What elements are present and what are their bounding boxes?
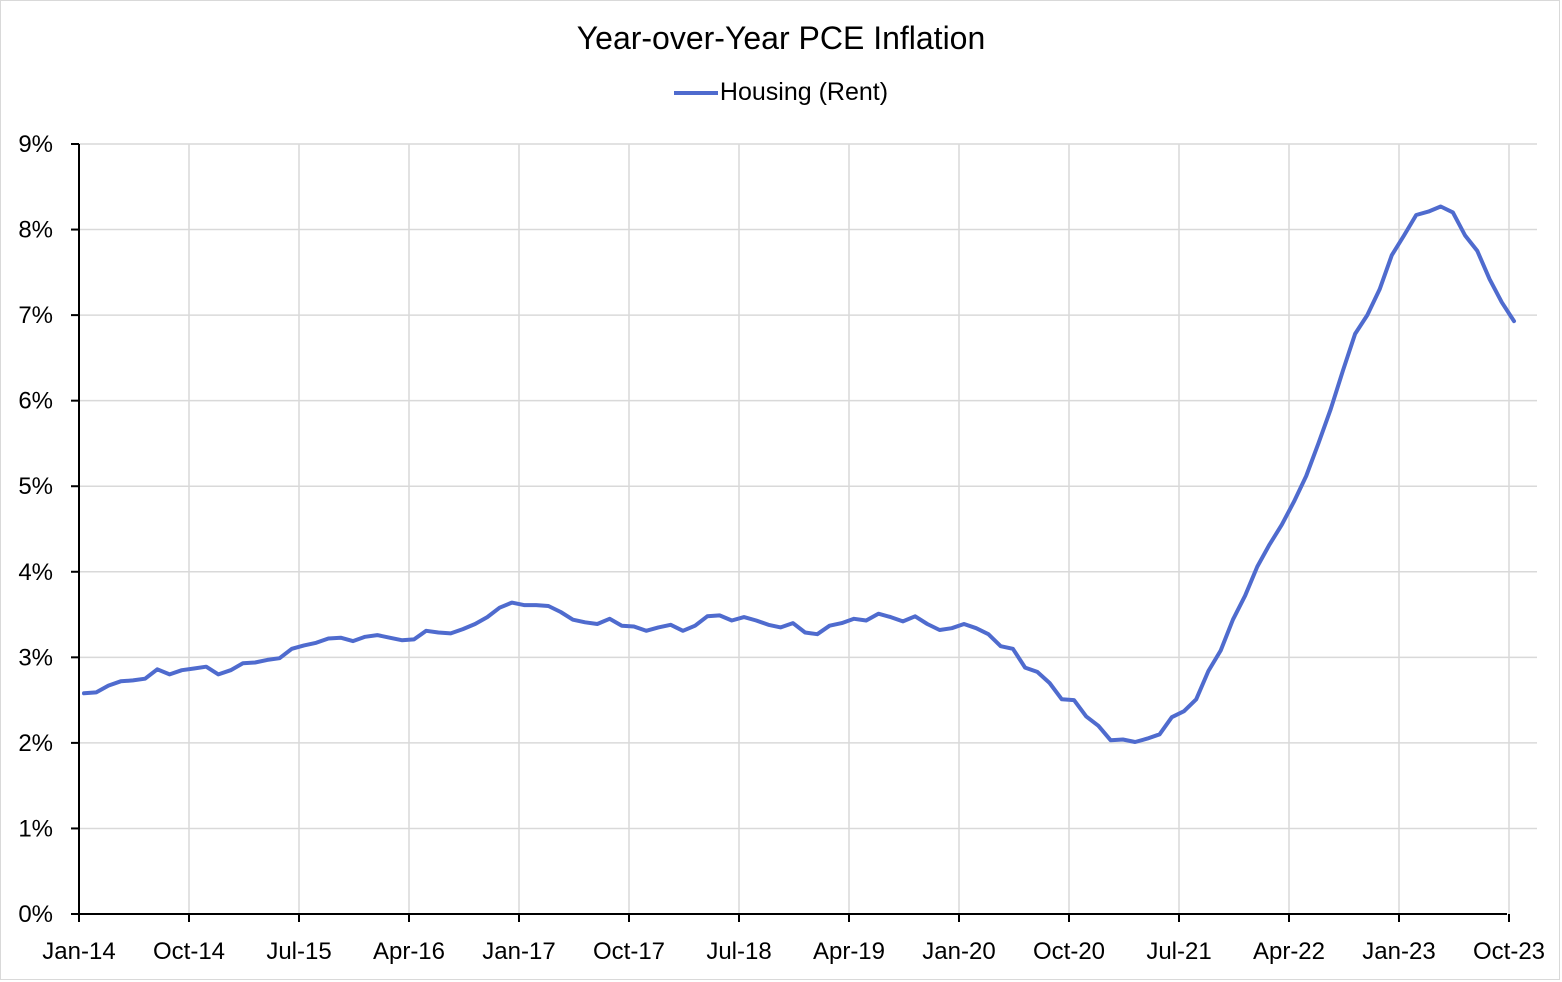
- y-tick-label: 0%: [18, 901, 53, 928]
- series-line-housing-rent: [82, 204, 1516, 744]
- gridlines: [79, 143, 1537, 914]
- legend: Housing (Rent): [0, 78, 1562, 107]
- x-tick-label: Jan-17: [482, 938, 555, 965]
- x-tick-label: Oct-23: [1473, 938, 1545, 965]
- legend-swatch: [673, 90, 718, 95]
- y-tick-label: 1%: [18, 815, 53, 842]
- x-tick-label: Oct-14: [153, 938, 225, 965]
- x-axis-labels: Jan-14 Oct-14 Jul-15 Apr-16 Jan-17 Oct-17 Jul-…: [42, 938, 1545, 965]
- x-tick-label: Jul-18: [706, 938, 771, 965]
- x-tick-label: Jul-15: [266, 938, 331, 965]
- series-lines: [82, 204, 1516, 744]
- x-tick-label: Apr-22: [1253, 938, 1325, 965]
- y-tick-label: 2%: [18, 730, 53, 757]
- x-tick-label: Apr-16: [373, 938, 445, 965]
- x-tick-label: Jan-14: [42, 938, 115, 965]
- y-tick-label: 5%: [18, 473, 53, 500]
- y-tick-label: 6%: [18, 388, 53, 415]
- y-tick-label: 3%: [18, 644, 53, 671]
- axes: [71, 143, 1510, 922]
- x-tick-label: Oct-20: [1033, 938, 1105, 965]
- y-tick-label: 8%: [18, 217, 53, 244]
- chart-title: Year-over-Year PCE Inflation: [576, 20, 986, 56]
- x-tick-label: Jan-20: [922, 938, 995, 965]
- x-tick-label: Apr-19: [813, 938, 885, 965]
- y-tick-label: 7%: [18, 302, 53, 329]
- x-tick-label: Oct-17: [593, 938, 665, 965]
- x-tick-label: Jul-21: [1146, 938, 1211, 965]
- y-axis-labels: 0% 1% 2% 3% 4% 5% 6% 7% 8% 9%: [18, 131, 53, 928]
- x-tick-label: Jan-23: [1362, 938, 1435, 965]
- y-tick-label: 4%: [18, 559, 53, 586]
- y-tick-label: 9%: [18, 131, 53, 158]
- legend-label: Housing (Rent): [719, 78, 889, 106]
